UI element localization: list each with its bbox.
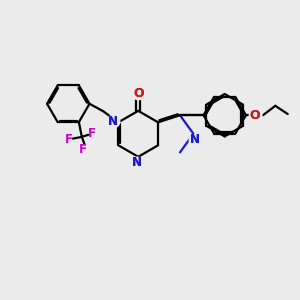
Text: F: F (88, 127, 96, 140)
Text: O: O (133, 87, 143, 100)
Text: F: F (79, 143, 87, 156)
Text: N: N (132, 156, 142, 169)
Text: N: N (190, 133, 200, 146)
Text: O: O (250, 109, 260, 122)
Text: N: N (108, 115, 118, 128)
Text: O: O (133, 87, 143, 100)
Text: O: O (250, 109, 260, 122)
Text: N: N (108, 115, 118, 128)
Text: F: F (64, 133, 73, 146)
Text: N: N (132, 156, 142, 169)
Text: N: N (190, 133, 200, 146)
